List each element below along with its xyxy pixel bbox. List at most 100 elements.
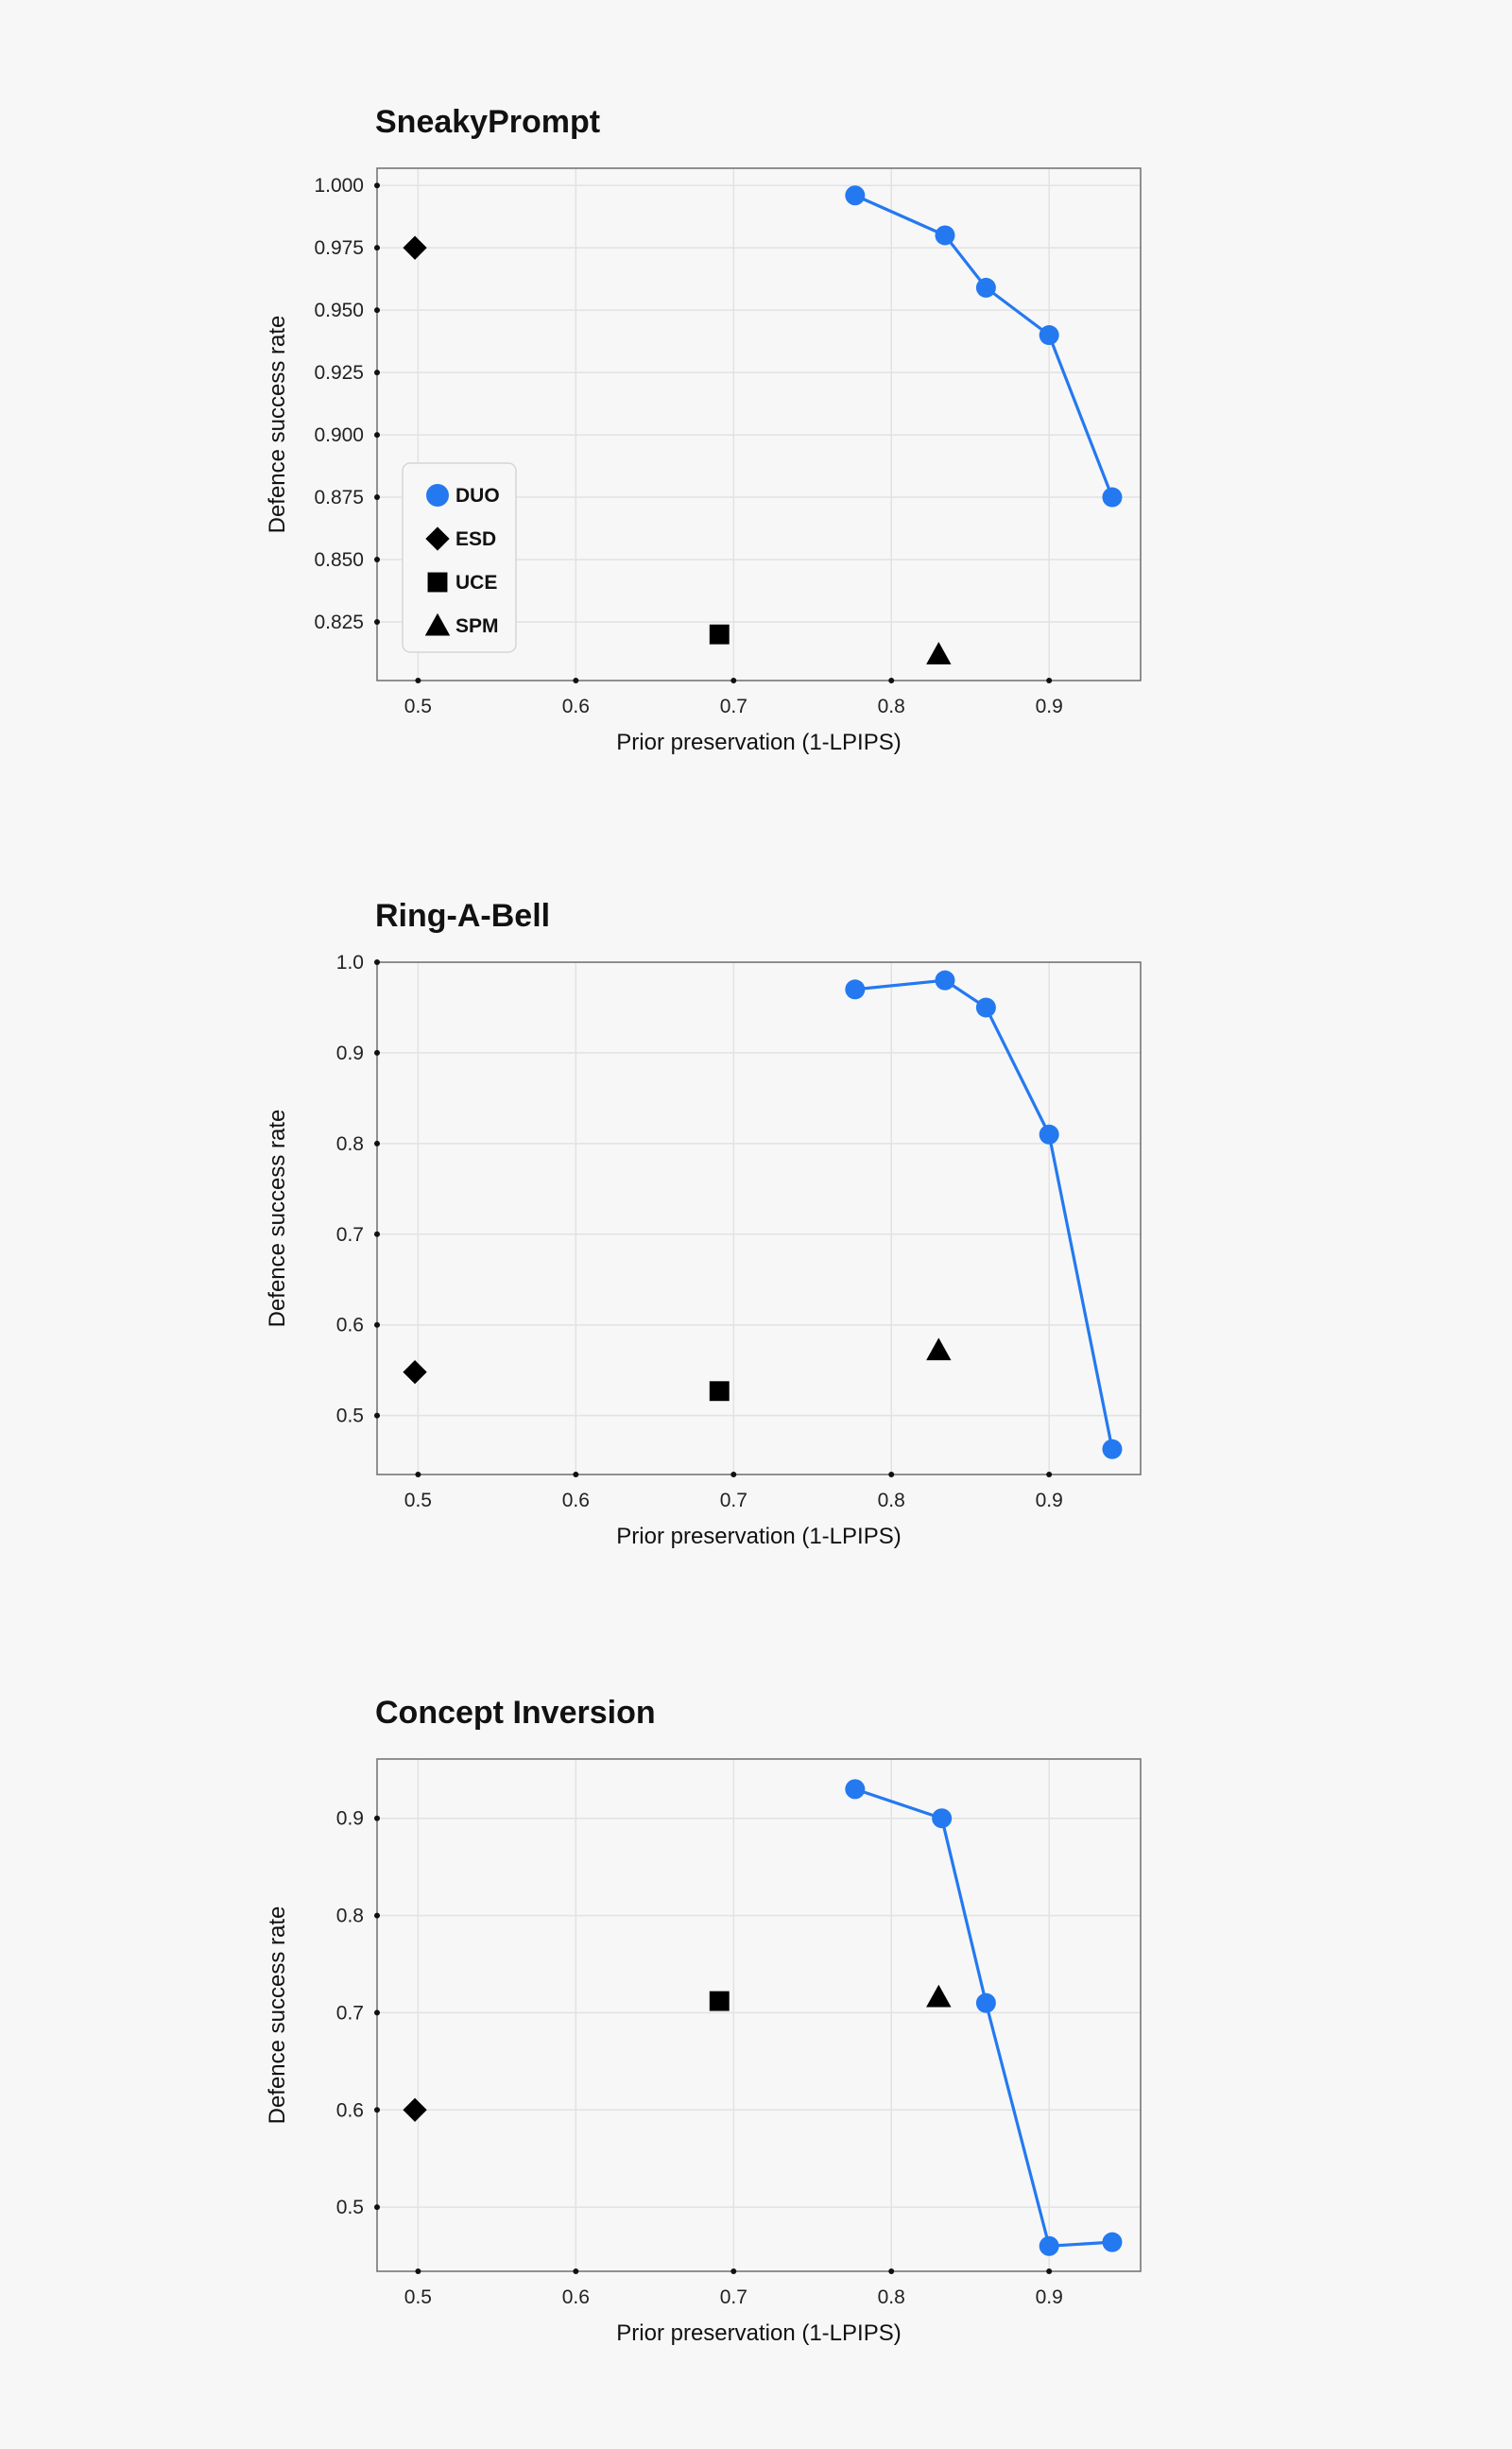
y-tick-mark — [374, 432, 380, 439]
chart-panel-2: Ring-A-Bell 0.5 0.6 0.7 0.8 0.9 0.5 0.6 0.7 0.8 0.… — [265, 898, 1142, 1549]
y-tick-mark — [374, 494, 380, 501]
x-tick-label: 0.8 — [878, 696, 905, 717]
y-tick-mark — [374, 1049, 380, 1056]
legend: DUO ESD UCE SPM — [402, 462, 517, 653]
x-tick-mark — [415, 1472, 421, 1477]
plot-frame — [376, 961, 1142, 1475]
x-axis-label: Prior preservation (1-LPIPS) — [616, 1524, 901, 1549]
legend-uce-label: UCE — [455, 572, 497, 594]
uce-point — [709, 1991, 730, 2011]
x-tick-label: 0.9 — [1036, 2286, 1063, 2308]
x-tick-mark — [730, 2268, 737, 2274]
y-tick-label: 0.975 — [314, 237, 364, 259]
x-axis-label: Prior preservation (1-LPIPS) — [616, 730, 901, 755]
x-tick-label: 0.6 — [562, 696, 590, 717]
legend-duo-marker — [426, 484, 449, 507]
legend-spm-marker — [424, 612, 451, 636]
x-tick-label: 0.6 — [562, 2286, 590, 2308]
x-tick-mark — [573, 2268, 579, 2274]
y-tick-label: 0.8 — [336, 1906, 364, 1927]
y-tick-mark — [374, 1412, 380, 1419]
y-tick-label: 0.8 — [336, 1133, 364, 1155]
y-tick-mark — [374, 1815, 380, 1821]
x-tick-label: 0.5 — [404, 1490, 432, 1511]
x-tick-label: 0.6 — [562, 1490, 590, 1511]
duo-point — [1039, 2235, 1059, 2256]
y-tick-label: 0.7 — [336, 1224, 364, 1246]
y-tick-label: 0.825 — [314, 612, 364, 633]
duo-point — [932, 1808, 953, 1829]
spm-point — [926, 1337, 952, 1361]
legend-esd-marker — [425, 526, 450, 551]
legend-box — [402, 462, 517, 653]
plot-frame — [376, 167, 1142, 681]
x-tick-label: 0.5 — [404, 696, 432, 717]
y-tick-label: 0.925 — [314, 362, 364, 384]
y-tick-label: 0.9 — [336, 1043, 364, 1064]
esd-point — [403, 235, 427, 260]
chart-title: SneakyPrompt — [375, 104, 600, 140]
x-tick-mark — [1046, 2268, 1053, 2274]
y-tick-label: 0.875 — [314, 487, 364, 509]
x-tick-mark — [888, 678, 895, 683]
x-tick-label: 0.9 — [1036, 1490, 1063, 1511]
x-tick-mark — [730, 678, 737, 683]
y-tick-label: 1.0 — [336, 952, 364, 974]
y-tick-label: 0.850 — [314, 549, 364, 571]
x-tick-label: 0.7 — [720, 696, 747, 717]
x-tick-label: 0.8 — [878, 2286, 905, 2308]
y-tick-label: 0.5 — [336, 1406, 364, 1427]
y-tick-mark — [374, 182, 380, 189]
x-tick-label: 0.5 — [404, 2286, 432, 2308]
y-axis-label: Defence success rate — [265, 1906, 290, 2125]
x-tick-label: 0.8 — [878, 1490, 905, 1511]
duo-point — [1039, 325, 1059, 346]
y-tick-mark — [374, 307, 380, 314]
y-tick-label: 0.5 — [336, 2197, 364, 2218]
plot-area — [377, 962, 1141, 1475]
x-tick-mark — [1046, 678, 1053, 683]
y-tick-label: 0.9 — [336, 1808, 364, 1830]
legend-spm-label: SPM — [455, 615, 499, 637]
y-tick-label: 0.900 — [314, 424, 364, 446]
x-tick-mark — [888, 2268, 895, 2274]
x-tick-mark — [573, 1472, 579, 1477]
y-tick-label: 0.6 — [336, 2099, 364, 2121]
y-tick-mark — [374, 1912, 380, 1919]
uce-point — [709, 624, 730, 645]
x-tick-label: 0.9 — [1036, 696, 1063, 717]
legend-esd-label: ESD — [455, 528, 496, 550]
y-tick-mark — [374, 618, 380, 625]
y-tick-mark — [374, 2107, 380, 2113]
duo-point — [975, 277, 996, 298]
x-tick-mark — [1046, 1472, 1053, 1477]
duo-point — [845, 185, 866, 206]
y-tick-mark — [374, 1231, 380, 1237]
y-tick-mark — [374, 370, 380, 376]
x-tick-label: 0.7 — [720, 2286, 747, 2308]
duo-point — [845, 979, 866, 1000]
y-tick-label: 0.950 — [314, 300, 364, 321]
x-axis-label: Prior preservation (1-LPIPS) — [616, 2320, 901, 2346]
duo-point — [975, 997, 996, 1018]
plot-area — [377, 1759, 1141, 2271]
y-tick-label: 1.000 — [314, 175, 364, 197]
y-tick-mark — [374, 1140, 380, 1147]
y-tick-mark — [374, 2204, 380, 2211]
y-tick-label: 0.7 — [336, 2002, 364, 2024]
spm-point — [926, 642, 952, 664]
y-tick-label: 0.6 — [336, 1315, 364, 1337]
duo-point — [935, 970, 955, 991]
legend-duo-label: DUO — [455, 485, 500, 507]
x-tick-mark — [730, 1472, 737, 1477]
chart-panel-3: Concept Inversion 0.5 0.6 0.7 0.8 0.9 0.5 0.6 0.… — [265, 1695, 1142, 2346]
duo-point — [1102, 487, 1123, 508]
duo-point — [845, 1779, 866, 1800]
y-tick-mark — [374, 1321, 380, 1328]
duo-point — [935, 225, 955, 246]
x-tick-mark — [573, 678, 579, 683]
y-axis-label: Defence success rate — [265, 316, 290, 534]
spm-point — [926, 1984, 952, 2008]
x-tick-mark — [888, 1472, 895, 1477]
